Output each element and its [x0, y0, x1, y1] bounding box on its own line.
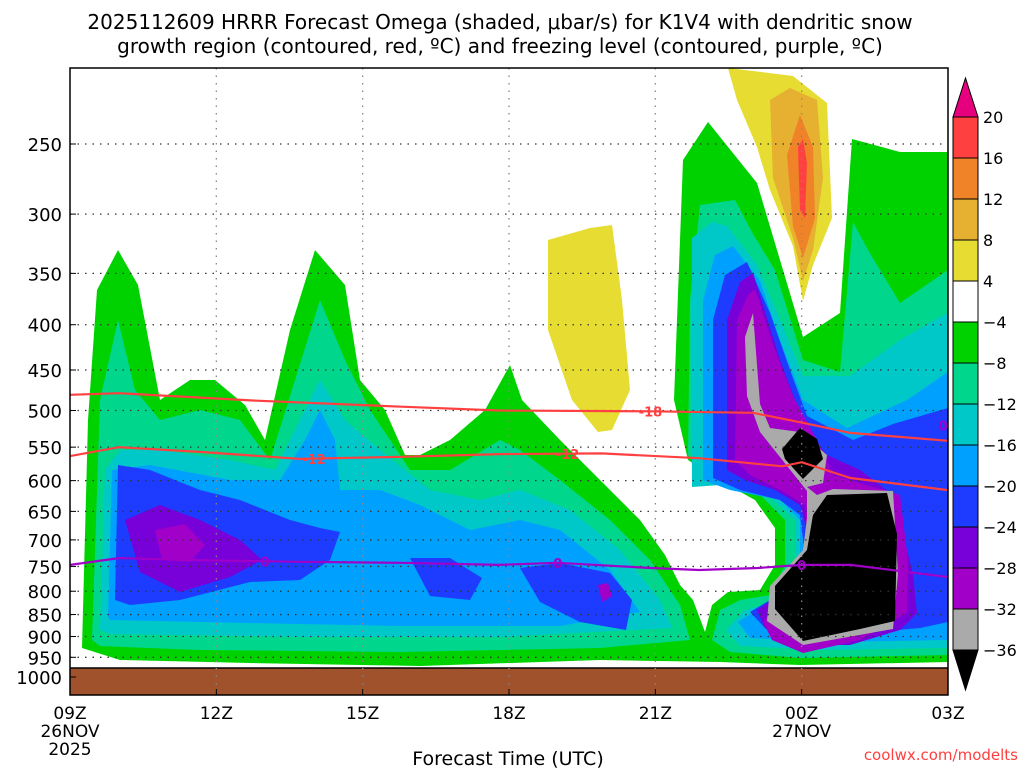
colorbar-swatch: [952, 321, 979, 364]
colorbar-swatch: [952, 362, 979, 405]
x-tick-year: 2025: [48, 740, 91, 760]
omega-shade-4-8: [548, 225, 630, 432]
x-tick-label: 09Z: [53, 704, 86, 724]
y-tick-label: 850: [28, 606, 62, 627]
y-tick-label: 700: [28, 531, 62, 552]
colorbar-level-label: −4: [983, 313, 1007, 332]
omega-shade-minus28-minus32: [155, 524, 205, 562]
omega-shade-minus28-minus32-b: [598, 583, 612, 602]
colorbar-level-label: 16: [983, 149, 1003, 168]
contour-label: 0: [601, 587, 610, 602]
colorbar-swatch: [952, 403, 979, 446]
omega-shade-minus20-minus24-c: [520, 563, 632, 630]
y-tick-label: 650: [28, 502, 62, 523]
y-tick-label: 800: [28, 582, 62, 603]
colorbar: 20 16 12 8 4 −4 −8 −12 −16 −20 −24 −28 −32 −36: [952, 76, 1017, 692]
colorbar-swatch: [952, 116, 979, 159]
colorbar-swatch: [952, 280, 979, 323]
contour-label: 0: [553, 557, 562, 572]
omega-shading: -18 -12 -12 0 0 0 0 0: [70, 68, 948, 695]
y-tick-label: 450: [28, 361, 62, 382]
colorbar-swatch: [952, 526, 979, 569]
colorbar-level-label: −12: [983, 395, 1017, 414]
colorbar-level-label: 8: [983, 231, 993, 250]
y-axis: 2503003504004505005506006507007508008509…: [16, 135, 76, 689]
colorbar-swatch: [952, 157, 979, 200]
x-tick-date: 26NOV: [40, 722, 99, 742]
colorbar-level-label: −8: [983, 354, 1007, 373]
y-tick-label: 500: [28, 402, 62, 423]
colorbar-swatch: [952, 239, 979, 282]
y-tick-label: 400: [28, 316, 62, 337]
y-tick-label: 550: [28, 438, 62, 459]
x-tick-label: 18Z: [492, 704, 525, 724]
contour-label: 0: [261, 555, 270, 570]
x-axis-label: Forecast Time (UTC): [412, 748, 603, 768]
contour-line-0: [70, 556, 948, 579]
contour-label: -12: [556, 448, 580, 463]
colorbar-level-label: −36: [983, 641, 1017, 660]
colorbar-swatch: [952, 485, 979, 528]
colorbar-level-label: −16: [983, 436, 1017, 455]
contour-label: -12: [302, 453, 326, 468]
x-tick-label: 15Z: [346, 704, 379, 724]
contour-labels: -18 -12 -12 0 0 0 0 0: [261, 405, 948, 602]
colorbar-level-label: 20: [983, 108, 1003, 127]
x-tick-label: 00Z: [785, 704, 818, 724]
colorbar-level-label: −28: [983, 559, 1017, 578]
y-tick-label: 900: [28, 628, 62, 649]
chart-title-line-1: 2025112609 HRRR Forecast Omega (shaded, …: [87, 10, 912, 34]
colorbar-level-label: −20: [983, 477, 1017, 496]
colorbar-swatch: [952, 567, 979, 610]
x-tick-label: 03Z: [931, 704, 964, 724]
colorbar-under-triangle: [952, 649, 979, 692]
omega-shade-16-20: [798, 139, 807, 218]
contour-line-minus18: [70, 392, 948, 442]
contour-line-minus12: [70, 446, 948, 492]
x-tick-label: 12Z: [200, 704, 233, 724]
x-tick-label: 21Z: [639, 704, 672, 724]
colorbar-swatch: [952, 608, 979, 651]
colorbar-level-label: −24: [983, 518, 1017, 537]
contour-lines: [70, 392, 948, 579]
watermark: coolwx.com/modelts: [864, 746, 1018, 764]
colorbar-swatch: [952, 444, 979, 487]
y-tick-label: 1000: [16, 668, 62, 689]
contour-label: -18: [639, 405, 663, 420]
colorbar-level-label: 12: [983, 190, 1003, 209]
y-tick-label: 600: [28, 472, 62, 493]
x-tick-date: 27NOV: [772, 722, 831, 742]
y-tick-label: 350: [28, 264, 62, 285]
colorbar-over-triangle: [952, 76, 979, 118]
chart-title-line-2: growth region (contoured, red, ºC) and f…: [117, 34, 883, 58]
contour-label: 0: [939, 420, 948, 435]
y-tick-label: 950: [28, 648, 62, 669]
colorbar-level-label: −32: [983, 600, 1017, 619]
contour-label: 0: [797, 559, 806, 574]
omega-shade-minus20-minus24-b: [410, 558, 482, 600]
colorbar-level-label: 4: [983, 272, 993, 291]
y-tick-label: 300: [28, 205, 62, 226]
y-tick-label: 750: [28, 557, 62, 578]
y-tick-label: 250: [28, 135, 62, 156]
colorbar-swatch: [952, 198, 979, 241]
